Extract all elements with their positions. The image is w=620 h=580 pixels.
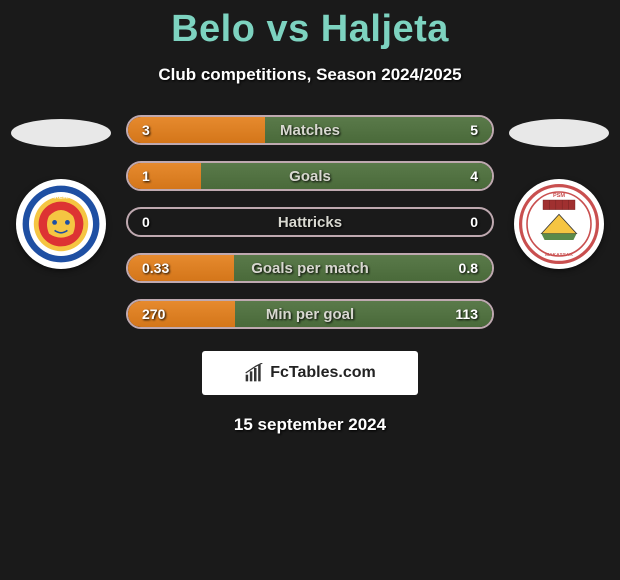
arema-logo-icon: AREMA — [21, 184, 101, 264]
stat-label: Hattricks — [128, 209, 492, 235]
team-right-name-plate — [509, 119, 609, 147]
stat-bar: 270113Min per goal — [126, 299, 494, 329]
stats-column: 35Matches 14Goals 00Hattricks 0.330.8Goals … — [116, 115, 504, 345]
match-date: 15 september 2024 — [0, 415, 620, 435]
stat-label: Goals per match — [128, 255, 492, 281]
chart-icon — [244, 363, 264, 383]
team-right-logo: PSM MAKASSAR — [514, 179, 604, 269]
team-left-name-plate — [11, 119, 111, 147]
psm-logo-icon: PSM MAKASSAR — [519, 184, 599, 264]
svg-text:AREMA: AREMA — [51, 194, 72, 200]
team-left-logo: AREMA — [16, 179, 106, 269]
subtitle: Club competitions, Season 2024/2025 — [0, 65, 620, 85]
branding-badge: FcTables.com — [202, 351, 418, 395]
page-title: Belo vs Haljeta — [0, 0, 620, 51]
stat-bar: 0.330.8Goals per match — [126, 253, 494, 283]
stat-label: Min per goal — [128, 301, 492, 327]
svg-text:MAKASSAR: MAKASSAR — [545, 252, 573, 258]
comparison-row: AREMA 35Matches 14Goals 00Hattricks 0.330.8… — [0, 115, 620, 345]
stat-bar: 14Goals — [126, 161, 494, 191]
team-right-column: PSM MAKASSAR — [504, 115, 614, 269]
branding-label: FcTables.com — [270, 364, 376, 382]
stat-label: Matches — [128, 117, 492, 143]
svg-text:PSM: PSM — [553, 193, 565, 199]
stat-label: Goals — [128, 163, 492, 189]
stat-bar: 35Matches — [126, 115, 494, 145]
stat-bar: 00Hattricks — [126, 207, 494, 237]
team-left-column: AREMA — [6, 115, 116, 269]
